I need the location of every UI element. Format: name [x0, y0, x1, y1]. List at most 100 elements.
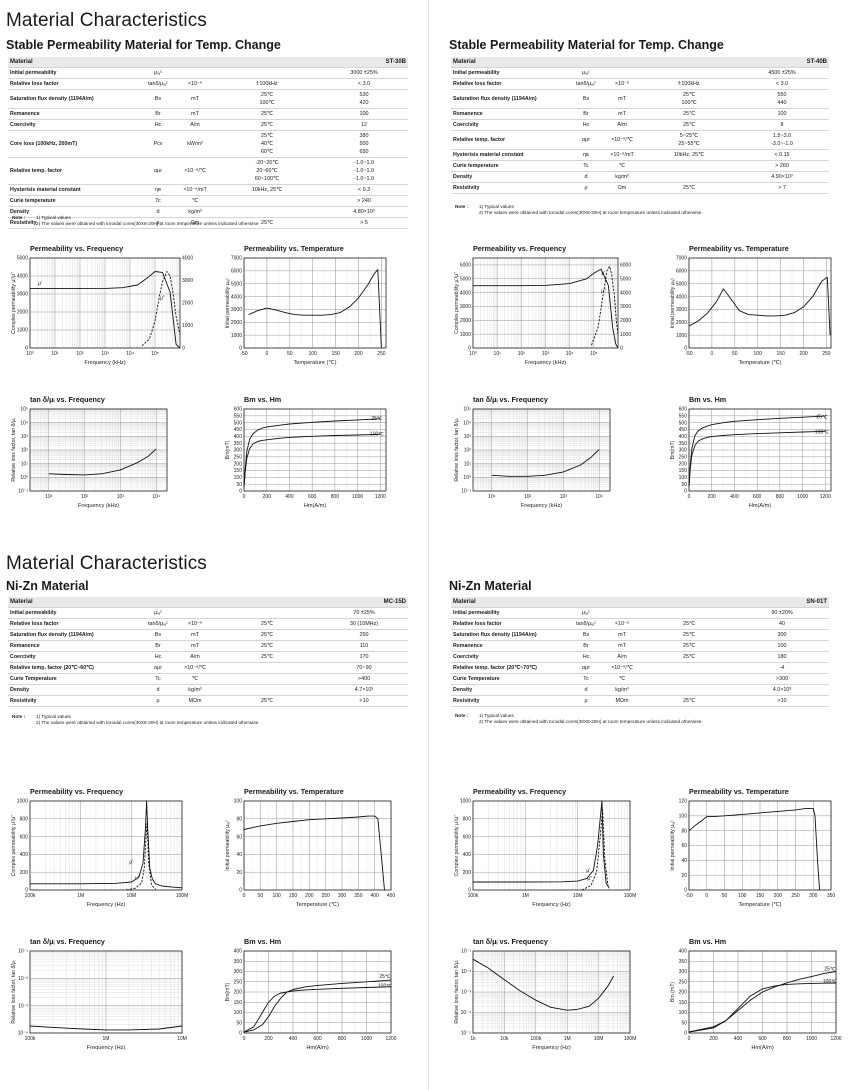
x-axis-label: Hm(A/m)	[749, 503, 772, 509]
unit: A/m	[190, 653, 200, 660]
plot-frame	[29, 257, 181, 349]
y-tick-label: 1000	[460, 799, 471, 805]
property-name: Resistivity	[453, 184, 480, 191]
y-tick-label: 0	[468, 888, 471, 894]
condition: 25℃	[682, 642, 696, 649]
table-row: Remanence Br mT 25℃ 100	[8, 108, 408, 119]
x-tick-label: 50	[732, 351, 738, 357]
unit: mT	[618, 631, 626, 638]
y-axis-label: Relative loss factor, tan δ/μᵢ	[454, 960, 460, 1023]
condition: 25℃	[682, 620, 696, 627]
x-tick-label: 600	[308, 494, 317, 500]
property-name: Coercivity	[453, 653, 479, 660]
value: 180	[777, 653, 787, 660]
unit: ×10⁻⁶/℃	[184, 167, 206, 174]
y-tick-label: 3000	[17, 292, 28, 298]
y-tick-label: 10³	[21, 434, 29, 440]
y-tick-label: 10¹	[21, 461, 29, 467]
y-tick-label: 10⁻³	[18, 1003, 28, 1009]
plot-frame	[688, 950, 837, 1034]
x-tick-label: 250	[822, 351, 831, 357]
symbol: tanδ/μᵢₐᶜ	[148, 620, 168, 627]
x-axis-label: Frequency (Hz)	[532, 1045, 571, 1051]
y-tick-label: 6000	[676, 269, 687, 275]
y-tick-label: 20	[681, 873, 687, 879]
series-line	[141, 271, 181, 347]
x-tick-label: 10M	[594, 1036, 604, 1042]
series-line	[688, 807, 821, 891]
series-line	[472, 958, 614, 1011]
chart-title: Bm vs. Hm	[244, 395, 282, 404]
y-tick-label: 200	[463, 870, 472, 876]
value: 4.0×10³	[772, 686, 792, 693]
condition: 25℃	[260, 697, 274, 704]
chart-c3: tan δ/μᵢ vs. Frequency 10¹ 10² 10³ 10⁴ 10⁻¹ 10…	[8, 395, 173, 515]
property-name: Curie Temperature	[453, 675, 500, 682]
y-axis-label: Initial permeability μᵢₐᶜ	[670, 278, 676, 329]
condition	[641, 171, 737, 182]
y-tick-label: 6000	[460, 263, 471, 269]
symbol: αμr	[581, 664, 591, 671]
table-row: Resistivity ρ MΩm 25℃ >10	[451, 695, 829, 706]
condition	[212, 607, 322, 618]
value: 110	[359, 642, 369, 649]
series-annotation: 100℃	[370, 432, 384, 438]
x-tick-label: 400	[285, 494, 294, 500]
unit: ×10⁻⁶	[614, 80, 630, 87]
unit: Ωm	[617, 184, 627, 191]
x-tick-label: 1200	[375, 494, 386, 500]
series-line	[30, 271, 181, 349]
chart-title: tan δ/μᵢ vs. Frequency	[473, 395, 548, 404]
plot-frame	[688, 800, 832, 891]
table-row: Resistivity ρ Ωm 25℃ > 7	[451, 182, 829, 193]
x-tick-label: 0	[705, 893, 708, 899]
property-name: Hysterisis material constant	[453, 151, 524, 158]
value: 170	[359, 653, 369, 660]
y-tick-label: 3000	[676, 307, 687, 313]
y-tick-label: 100	[679, 475, 688, 481]
unit: ×10⁻⁶	[187, 80, 203, 87]
x-tick-label: 50	[287, 351, 293, 357]
value: 100	[777, 110, 787, 117]
y-tick-label: 400	[679, 949, 688, 955]
x-tick-label: 10M	[573, 893, 583, 899]
x-tick-label: 0	[243, 893, 246, 899]
header-cell	[178, 57, 212, 67]
property-name: Coercivity	[10, 653, 36, 660]
x-tick-label: 1M	[522, 893, 529, 899]
chart-svg: 10¹ 10² 10³ 10⁴ 10⁻¹ 10⁰ 10¹ 10² 10³ 10⁴ 10⁵ Freque…	[454, 407, 611, 509]
condition: 25℃	[260, 642, 274, 649]
y-tick-label: 400	[679, 434, 688, 440]
property-name: Density	[453, 173, 473, 180]
value: >10	[359, 697, 369, 704]
y-tick-label: 10⁴	[20, 420, 28, 426]
value: 30 (10MHz)	[349, 620, 379, 627]
condition: 25℃ 40℃ 60℃	[260, 132, 274, 155]
y-tick-label: 10⁻¹	[18, 489, 28, 495]
x-tick-label: 200	[709, 1036, 718, 1042]
y-tick-label: 600	[463, 834, 472, 840]
x-tick-label: 800	[331, 494, 340, 500]
x-tick-label: 800	[338, 1036, 347, 1042]
y-tick-label: 10⁻⁴	[18, 1031, 28, 1037]
y-tick-label: 120	[679, 799, 688, 805]
header-cell	[603, 597, 641, 607]
x-tick-label: 10⁴	[152, 494, 160, 500]
unit: mT	[618, 110, 626, 117]
series-line	[688, 982, 837, 1033]
x-tick-label: 1200	[830, 1036, 841, 1042]
table-row: Remanence Br mT 25℃ 100	[451, 108, 829, 119]
unit: mT	[191, 631, 199, 638]
x-tick-label: 100k	[530, 1036, 541, 1042]
property-name: Coercivity	[453, 121, 479, 128]
value: < 0.3	[357, 186, 371, 193]
x-tick-label: 450	[387, 893, 396, 899]
property-name: Saturation flux density (1194A/m)	[453, 95, 537, 102]
y-tick-label: 5000	[231, 281, 242, 287]
condition: 25℃	[682, 631, 696, 638]
x-tick-label: 50	[722, 893, 728, 899]
x-tick-label: 1M	[564, 1036, 571, 1042]
y-tick-label: 600	[679, 407, 688, 413]
plot-frame	[472, 257, 619, 349]
condition	[641, 662, 737, 673]
